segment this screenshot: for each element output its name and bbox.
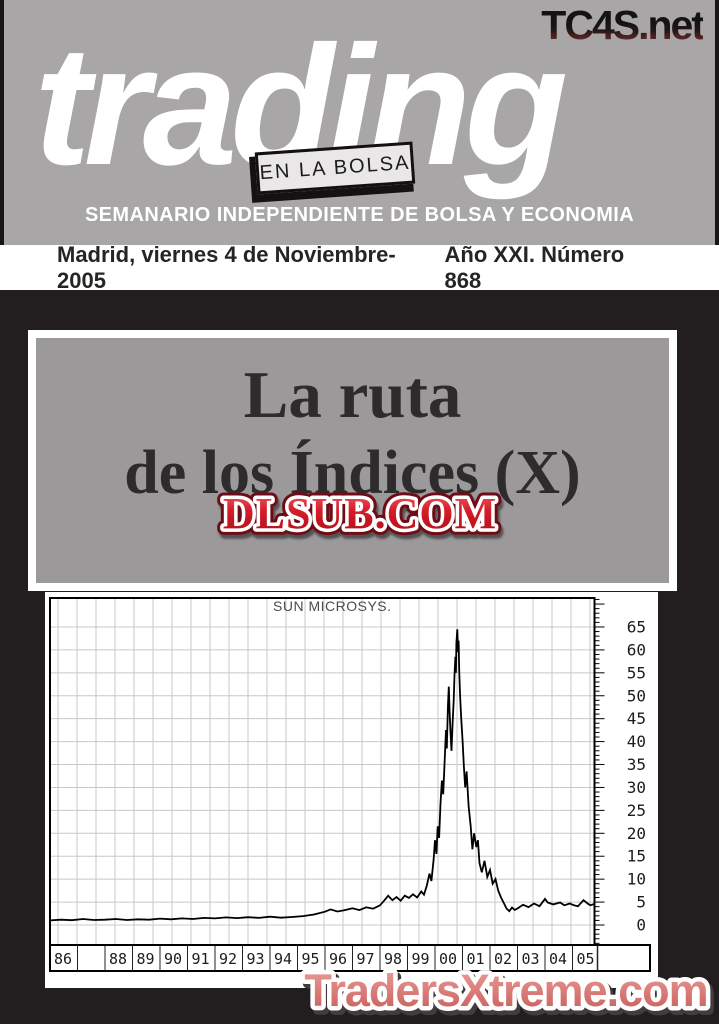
y-tick-label: 50 bbox=[627, 686, 646, 705]
x-tick-label: 01 bbox=[467, 950, 485, 968]
magazine-tagline: SEMANARIO INDEPENDIENTE DE BOLSA Y ECONO… bbox=[84, 204, 635, 226]
cover-title-line2: de los Índices (X) bbox=[124, 439, 581, 507]
cover-title-box: La ruta de los Índices (X) bbox=[36, 338, 669, 583]
x-tick-label: 92 bbox=[219, 950, 237, 968]
y-tick-label: 5 bbox=[636, 893, 646, 912]
x-tick-label: 04 bbox=[549, 950, 567, 968]
footer-text-shadow: TradersXtreme.com bbox=[307, 969, 710, 1020]
x-tick-label: 99 bbox=[412, 950, 430, 968]
price-line bbox=[49, 629, 595, 922]
x-tick-label: 94 bbox=[274, 950, 292, 968]
y-tick-label: 35 bbox=[627, 755, 646, 774]
x-tick-label: 88 bbox=[109, 950, 127, 968]
y-tick-label: 55 bbox=[627, 663, 646, 682]
x-tick-label: 96 bbox=[329, 950, 347, 968]
x-tick-label: 89 bbox=[137, 950, 155, 968]
cover-title-frame: La ruta de los Índices (X) bbox=[28, 330, 677, 591]
footer-text-stroke: TradersXtreme.com bbox=[304, 965, 707, 1016]
y-tick-label: 25 bbox=[627, 801, 646, 820]
y-tick-label: 30 bbox=[627, 778, 646, 797]
dlsub-watermark: DLSUB.COM DLSUB.COM DLSUB.COM bbox=[210, 476, 510, 553]
y-tick-label: 20 bbox=[627, 824, 646, 843]
x-axis-band bbox=[49, 944, 651, 972]
y-tick-label: 15 bbox=[627, 847, 646, 866]
masthead: TC4S.net trading EN LA BOLSA SEMANARIO I… bbox=[0, 0, 719, 245]
footer-text: TradersXtreme.com bbox=[304, 965, 707, 1016]
footer-watermark-svg: TradersXtreme.com TradersXtreme.com Trad… bbox=[300, 961, 717, 1024]
chart-title: SUN MICROSYS. bbox=[273, 598, 392, 614]
y-tick-label: 0 bbox=[636, 916, 646, 935]
x-tick-label: 86 bbox=[54, 950, 72, 968]
dateline-date: Madrid, viernes 4 de Noviembre-2005 bbox=[57, 241, 396, 293]
dateline-issue: Año XXI. Número 868 bbox=[444, 241, 625, 293]
x-tick-label: 97 bbox=[357, 950, 375, 968]
dlsub-text-outline: DLSUB.COM bbox=[223, 489, 497, 538]
y-tick-label: 65 bbox=[627, 617, 646, 636]
x-tick-label: 02 bbox=[494, 950, 512, 968]
x-tick-label: 93 bbox=[247, 950, 265, 968]
dateline-bar: Madrid, viernes 4 de Noviembre-2005 Año … bbox=[0, 242, 719, 293]
stock-chart-panel: 65 60 55 50 45 40 35 30 25 20 15 10 5 0 SUN MICROSYS. 8… bbox=[45, 592, 658, 988]
x-tick-label: 90 bbox=[164, 950, 182, 968]
y-tick-label: 45 bbox=[627, 709, 646, 728]
x-tick-label: 03 bbox=[522, 950, 540, 968]
footer-watermark: TradersXtreme.com TradersXtreme.com Trad… bbox=[294, 961, 719, 1024]
x-tick-label: 91 bbox=[192, 950, 210, 968]
x-tick-label: 05 bbox=[577, 950, 595, 968]
x-tick-label: 95 bbox=[302, 950, 320, 968]
x-tick-label: 00 bbox=[439, 950, 457, 968]
logo-sub-banner-label: EN LA BOLSA bbox=[258, 151, 412, 184]
x-tick-label: 98 bbox=[384, 950, 402, 968]
site-logo: TC4S.net bbox=[541, 2, 705, 48]
y-tick-label: 60 bbox=[627, 640, 646, 659]
dlsub-text-stroke: DLSUB.COM bbox=[223, 489, 497, 538]
cover-title-line1: La ruta bbox=[243, 358, 462, 432]
y-tick-label: 40 bbox=[627, 732, 646, 751]
y-tick-label: 10 bbox=[627, 870, 646, 889]
dlsub-watermark-svg: DLSUB.COM DLSUB.COM DLSUB.COM bbox=[216, 483, 502, 545]
dlsub-text: DLSUB.COM bbox=[223, 489, 497, 538]
